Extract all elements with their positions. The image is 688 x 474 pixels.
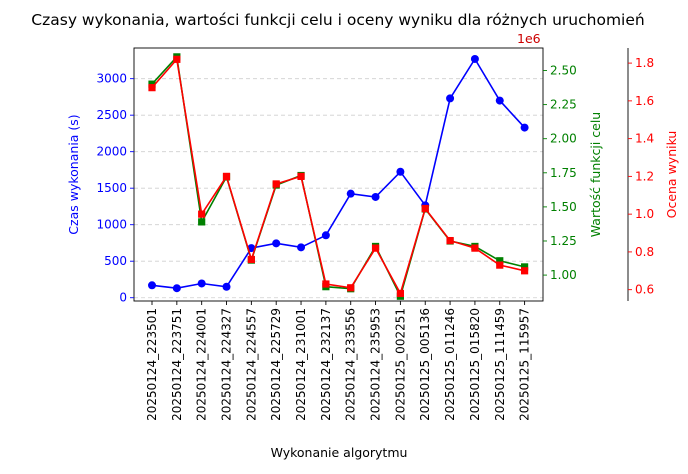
right1-y-axis-label: Wartość funkcji celu bbox=[588, 112, 603, 238]
data-point-series-3 bbox=[496, 261, 504, 269]
x-axis-label: Wykonanie algorytmu bbox=[271, 445, 408, 460]
data-point-series-1 bbox=[446, 94, 455, 103]
data-point-series-2 bbox=[496, 257, 504, 265]
chart-title: Czasy wykonania, wartości funkcji celu i… bbox=[31, 11, 644, 29]
right2-y-tick-label: 1.0 bbox=[635, 207, 654, 221]
data-point-series-3 bbox=[222, 172, 231, 180]
data-point-series-3 bbox=[446, 236, 454, 245]
left-y-axis-label: Czas wykonania (s) bbox=[66, 114, 81, 234]
data-point-series-1 bbox=[346, 189, 355, 198]
x-tick-label: 20250124_223751 bbox=[170, 308, 184, 421]
data-point-series-3 bbox=[421, 204, 429, 213]
data-point-series-3 bbox=[272, 180, 280, 188]
x-tick-label: 20250124_235953 bbox=[369, 308, 383, 421]
data-point-series-3 bbox=[396, 289, 404, 298]
data-point-series-2 bbox=[198, 218, 206, 226]
left-y-tick-label: 2500 bbox=[96, 108, 127, 122]
left-y-tick-label: 3000 bbox=[96, 72, 127, 86]
data-point-series-3 bbox=[198, 210, 206, 218]
right1-y-tick-label: 1.75 bbox=[550, 166, 577, 180]
x-tick-label: 20250124_225729 bbox=[269, 308, 283, 421]
data-point-series-3 bbox=[297, 172, 305, 180]
x-tick-label: 20250125_005136 bbox=[418, 308, 432, 421]
series-layer bbox=[148, 53, 529, 300]
right1-offset-text: 1e6 bbox=[517, 31, 541, 46]
data-point-series-3 bbox=[148, 84, 156, 92]
data-point-series-3 bbox=[247, 255, 255, 264]
data-point-series-1 bbox=[470, 54, 479, 63]
data-point-series-1 bbox=[272, 239, 281, 248]
x-tick-label: 20250125_011246 bbox=[443, 308, 457, 421]
data-point-series-3 bbox=[347, 284, 355, 292]
left-y-tick-label: 500 bbox=[104, 254, 127, 268]
data-point-series-1 bbox=[495, 96, 504, 105]
series-line-2 bbox=[151, 55, 525, 299]
data-point-series-1 bbox=[396, 167, 405, 176]
right1-y-tick-label: 2.00 bbox=[550, 132, 577, 146]
x-tick-label: 20250124_232137 bbox=[319, 308, 333, 421]
x-tick-label: 20250125_015820 bbox=[468, 308, 482, 421]
axes-layer: 20250124_223501 20250124_223751 20250124_2… bbox=[66, 31, 679, 421]
right2-y-tick-label: 1.8 bbox=[635, 56, 654, 70]
left-y-tick-label: 1000 bbox=[96, 218, 127, 232]
gridlines bbox=[134, 78, 543, 299]
data-point-series-1 bbox=[172, 284, 181, 293]
x-tick-label: 20250124_224327 bbox=[220, 308, 234, 421]
x-tick-label: 20250125_115957 bbox=[518, 308, 532, 421]
plot-frame bbox=[133, 47, 544, 302]
data-point-series-1 bbox=[371, 192, 380, 201]
x-tick-label: 20250124_224557 bbox=[244, 308, 258, 421]
data-point-series-3 bbox=[173, 55, 181, 63]
data-point-series-3 bbox=[371, 244, 380, 252]
left-y-tick-label: 2000 bbox=[96, 145, 127, 159]
x-tick-label: 20250125_111459 bbox=[493, 308, 507, 421]
right2-y-tick-label: 1.4 bbox=[635, 132, 654, 146]
right1-y-tick-label: 1.00 bbox=[550, 268, 577, 282]
data-point-series-1 bbox=[297, 243, 306, 252]
x-tick-label: 20250124_223501 bbox=[145, 308, 159, 421]
data-point-series-3 bbox=[322, 280, 330, 288]
data-point-series-3 bbox=[521, 267, 529, 275]
left-y-tick-label: 1500 bbox=[96, 181, 127, 195]
right2-y-tick-label: 0.6 bbox=[635, 283, 654, 297]
x-tick-label: 20250124_224001 bbox=[195, 308, 209, 421]
data-point-series-3 bbox=[471, 244, 479, 252]
x-tick-label: 20250125_002251 bbox=[393, 308, 407, 421]
data-point-series-1 bbox=[197, 279, 206, 288]
right1-y-tick-label: 2.50 bbox=[550, 64, 577, 78]
right2-y-axis-label: Ocena wyniku bbox=[664, 131, 679, 219]
series-line-1 bbox=[151, 57, 526, 290]
right1-y-tick-label: 1.50 bbox=[550, 200, 577, 214]
data-point-series-1 bbox=[520, 123, 529, 132]
data-point-series-2 bbox=[521, 263, 529, 271]
right2-y-tick-label: 1.6 bbox=[635, 94, 654, 108]
right1-y-tick-label: 2.25 bbox=[550, 98, 577, 112]
data-point-series-1 bbox=[222, 282, 231, 291]
series-line-3 bbox=[151, 57, 525, 296]
x-tick-label: 20250124_233556 bbox=[344, 308, 358, 421]
data-point-series-1 bbox=[321, 231, 330, 240]
right2-y-tick-label: 1.2 bbox=[635, 169, 654, 183]
left-y-tick-label: 0 bbox=[119, 291, 127, 305]
x-tick-label: 20250124_231001 bbox=[294, 308, 308, 421]
right2-y-tick-label: 0.8 bbox=[635, 245, 654, 259]
data-point-series-1 bbox=[148, 281, 156, 290]
right1-y-tick-label: 1.25 bbox=[550, 234, 577, 248]
